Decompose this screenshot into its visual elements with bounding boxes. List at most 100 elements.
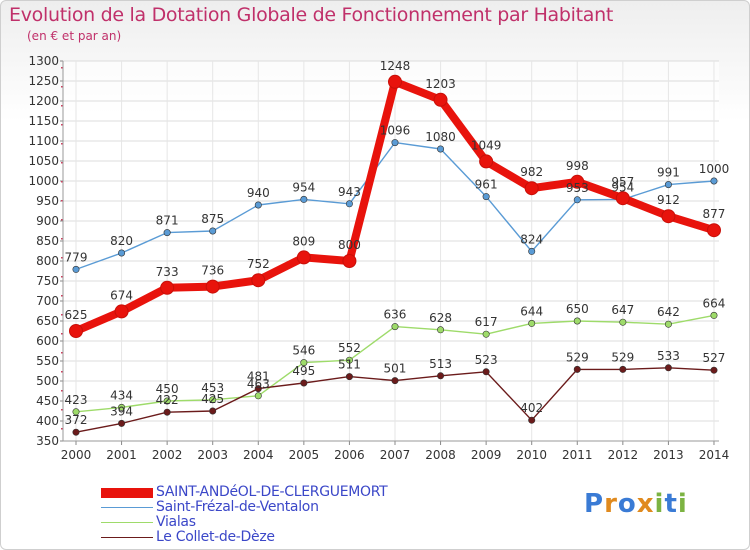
y-tick-label: 500	[36, 374, 59, 388]
data-label-3: 450	[156, 382, 179, 396]
series-point-1	[251, 273, 266, 288]
data-label-1: 752	[247, 257, 270, 271]
y-tick-label: 600	[36, 334, 59, 348]
data-label-1: 877	[703, 207, 726, 221]
x-tick-label: 2001	[106, 448, 137, 462]
data-label-1: 982	[520, 165, 543, 179]
series-point-4	[710, 366, 718, 374]
data-label-4: 501	[384, 362, 407, 376]
data-label-2: 943	[338, 185, 361, 199]
axis-dot	[61, 162, 63, 164]
series-point-1	[479, 154, 494, 169]
data-label-4: 402	[520, 401, 543, 415]
series-point-3	[118, 403, 126, 411]
series-point-1	[342, 254, 357, 268]
x-tick-label: 2007	[380, 448, 411, 462]
logo-letter: o	[617, 489, 637, 519]
data-label-1: 998	[566, 159, 589, 173]
series-point-3	[664, 320, 672, 328]
series-point-1	[615, 191, 630, 206]
legend-item-3: Vialas	[101, 514, 501, 530]
data-label-2: 875	[201, 212, 224, 226]
y-tick-label: 1250	[28, 74, 59, 88]
series-point-1	[706, 223, 721, 238]
series-point-2	[528, 247, 536, 255]
series-point-4	[209, 407, 217, 415]
series-point-1	[296, 250, 311, 265]
series-point-3	[300, 359, 308, 367]
data-label-2: 954	[611, 180, 634, 194]
axes: 350 400 450 500 550 600 650 700 750 800 850 900 950 1…	[28, 54, 729, 462]
data-label-4: 422	[156, 393, 179, 407]
data-label-1: 733	[156, 265, 179, 279]
legend-swatch-4	[101, 537, 153, 538]
data-label-1: 809	[292, 234, 315, 248]
data-label-3: 642	[657, 305, 680, 319]
series-point-1	[433, 92, 448, 107]
axis-dot	[61, 428, 63, 430]
axis-dot	[61, 143, 63, 145]
x-tick-label: 2008	[425, 448, 456, 462]
series-point-2	[482, 193, 490, 201]
data-label-4: 529	[566, 350, 589, 364]
data-label-1: 625	[65, 308, 88, 322]
data-label-3: 636	[384, 308, 407, 322]
x-tick-label: 2012	[608, 448, 639, 462]
logo-letter: i	[677, 489, 688, 519]
data-label-4: 481	[247, 370, 270, 384]
series-point-4	[573, 365, 581, 373]
legend-swatch-3	[101, 522, 153, 523]
data-label-3: 546	[292, 344, 315, 358]
axis-dot	[61, 352, 63, 354]
data-label-1: 800	[338, 238, 361, 252]
series-point-3	[573, 317, 581, 325]
data-label-3: 463	[247, 377, 270, 391]
data-label-1: 957	[611, 175, 634, 189]
y-tick-label: 800	[36, 254, 59, 268]
grid	[63, 60, 719, 442]
series-point-1	[69, 324, 83, 338]
series-point-1	[524, 181, 539, 196]
data-label-3: 552	[338, 341, 361, 355]
series-point-2	[118, 249, 126, 257]
data-label-2: 940	[247, 186, 270, 200]
series-point-1	[387, 74, 402, 89]
series-point-1	[570, 174, 585, 189]
y-tick-label: 400	[36, 414, 59, 428]
y-tick-label: 1000	[28, 174, 59, 188]
data-label-3: 650	[566, 302, 589, 316]
proxiti-logo: Proxiti	[584, 489, 688, 519]
x-tick-label: 2010	[516, 448, 547, 462]
series-point-4	[300, 379, 308, 387]
axis-dot	[61, 67, 63, 69]
x-tick-label: 2009	[471, 448, 502, 462]
data-label-2: 824	[520, 232, 543, 246]
data-label-4: 513	[429, 357, 452, 371]
series-point-3	[710, 311, 718, 319]
logo-letter: i	[654, 489, 665, 519]
series-point-2	[163, 229, 171, 237]
data-label-2: 871	[156, 214, 179, 228]
legend-item-1: SAINT-ANDéOL-DE-CLERGUEMORT	[101, 484, 501, 500]
series-point-3	[163, 397, 171, 405]
logo-letter: t	[664, 489, 678, 519]
series-point-1	[205, 279, 220, 294]
axis-dot	[61, 200, 63, 202]
logo-letter: P	[584, 489, 605, 519]
y-tick-label: 1300	[28, 54, 59, 68]
y-tick-label: 1100	[28, 134, 59, 148]
data-label-4: 511	[338, 358, 361, 372]
series-point-3	[437, 326, 445, 334]
data-label-2: 954	[292, 180, 315, 194]
series-point-4	[254, 385, 262, 393]
series-point-4	[391, 377, 399, 385]
data-label-2: 961	[475, 178, 498, 192]
axis-dot	[61, 371, 63, 373]
series-point-3	[345, 356, 353, 364]
data-label-4: 372	[65, 413, 88, 427]
series-point-3	[391, 323, 399, 331]
series-point-2	[254, 201, 262, 209]
data-label-2: 820	[110, 234, 133, 248]
series-layer	[69, 74, 721, 436]
